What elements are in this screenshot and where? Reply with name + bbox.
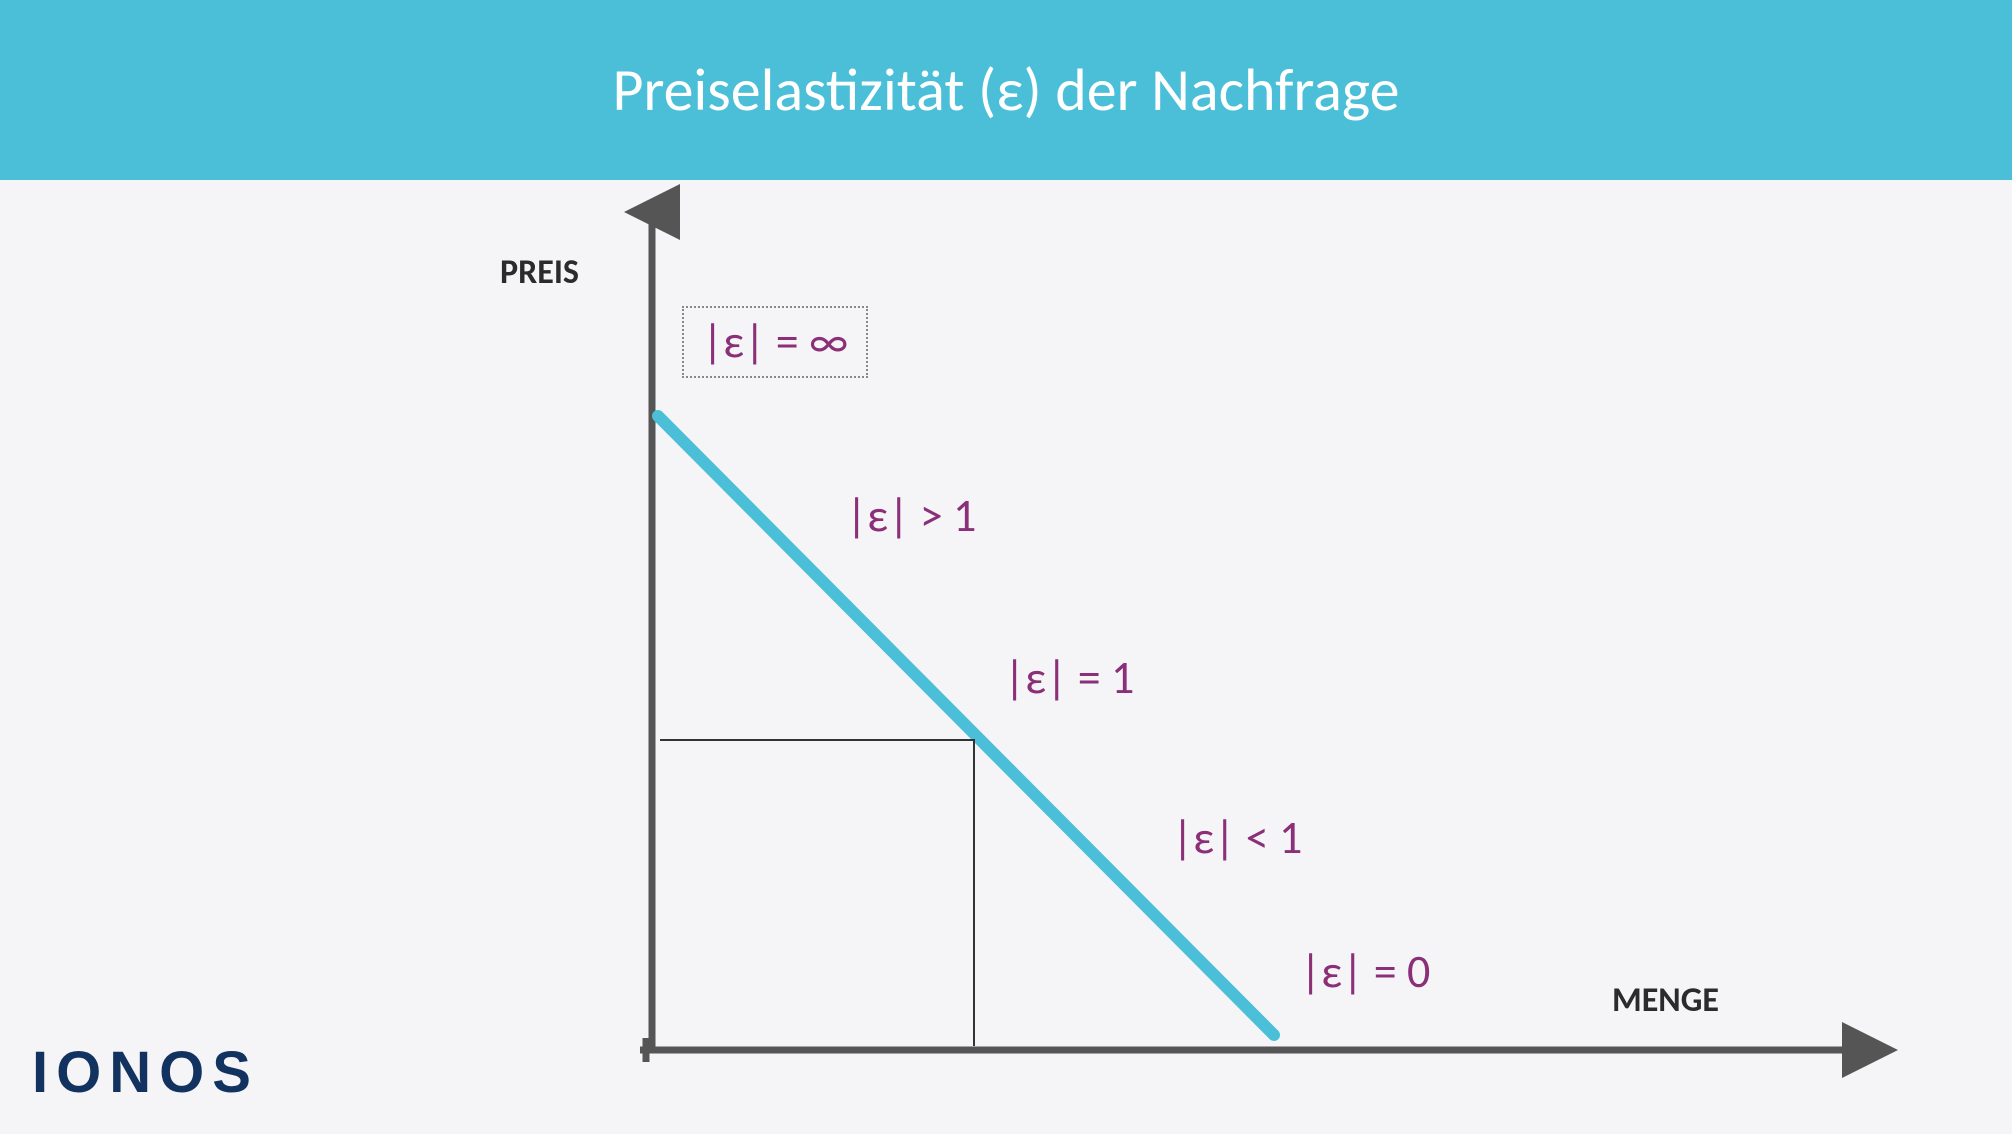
page-title: Preiselastizität (ε) der Nachfrage — [613, 54, 1400, 127]
x-axis-label: MENGE — [1612, 980, 1719, 1021]
elasticity-annotation-3: |ε| < 1 — [1172, 810, 1302, 866]
elasticity-annotation-0: |ε| = ∞ — [682, 306, 868, 378]
y-axis-label: PREIS — [500, 252, 579, 293]
elasticity-annotation-4: |ε| = 0 — [1300, 944, 1430, 1000]
reference-rectangle — [660, 740, 974, 1046]
elasticity-annotation-1: |ε| > 1 — [846, 488, 976, 544]
ionos-logo: IONOS — [32, 1039, 259, 1106]
header-bar: Preiselastizität (ε) der Nachfrage — [0, 0, 2012, 180]
elasticity-annotation-2: |ε| = 1 — [1004, 650, 1134, 706]
